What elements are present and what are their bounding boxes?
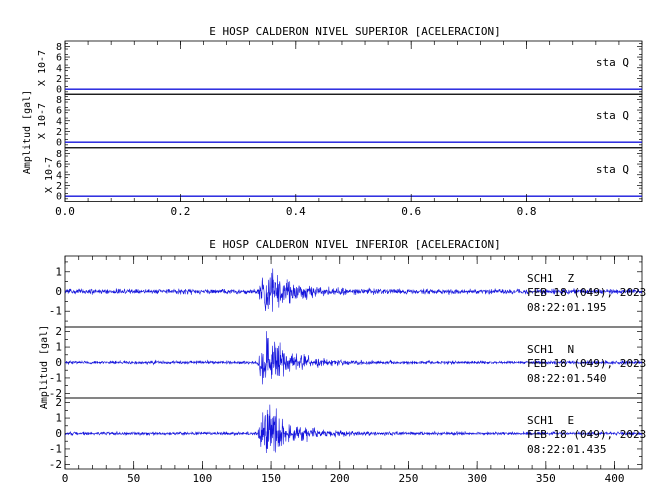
upper-x-tick-label: 0.2 (170, 205, 190, 218)
station-code: SCH1 (527, 272, 554, 285)
y-tick-label: -1 (49, 442, 62, 455)
scale-factor-label: X 10-7 (37, 50, 48, 86)
y-tick-label: -1 (49, 371, 62, 384)
y-tick-label: 0 (55, 285, 62, 298)
y-tick-label: 2 (56, 74, 62, 85)
y-tick-label: 0 (55, 356, 62, 369)
y-tick-label: 6 (56, 53, 62, 64)
y-tick-label: 0 (56, 85, 62, 96)
y-tick-label: 2 (55, 396, 62, 409)
lower-x-axis: 0 50 100 150 200 250 300 350 400 (62, 256, 643, 485)
y-tick-label: 0 (55, 427, 62, 440)
panel-frame (64, 40, 643, 95)
y-tick-label: 4 (56, 116, 62, 127)
scale-factor-label: X 10-7 (37, 103, 48, 139)
y-tick-label: 0 (56, 138, 62, 149)
y-tick-label: 4 (56, 170, 62, 181)
channel-date: FEB 18 (049), 2023 (527, 357, 646, 370)
channel-station-component: SCH1 E (527, 414, 574, 427)
y-tick-label: -2 (49, 387, 62, 400)
y-tick-label: 6 (56, 106, 62, 117)
lower-x-tick-label: 400 (605, 472, 625, 485)
y-tick-label: 4 (56, 63, 62, 74)
channel-date: FEB 18 (049), 2023 (527, 428, 646, 441)
y-tick-label: 2 (56, 127, 62, 138)
lower-x-tick-label: 200 (330, 472, 350, 485)
waveform-trace (64, 268, 643, 312)
upper-x-axis: 0.0 0.2 0.4 0.6 0.8 (55, 41, 643, 218)
upper-panel-title: E HOSP CALDERON NIVEL SUPERIOR [ACELERAC… (209, 25, 500, 38)
component-code: Z (568, 272, 575, 285)
channel-time: 08:22:01.540 (527, 372, 606, 385)
station-code: SCH1 (527, 343, 554, 356)
y-tick-label: -2 (49, 458, 62, 471)
component-code: N (568, 343, 575, 356)
lower-x-tick-label: 150 (261, 472, 281, 485)
y-tick-label: 2 (55, 325, 62, 338)
panel-frame (64, 147, 643, 202)
y-tick-label: 8 (56, 149, 62, 160)
channel-time: 08:22:01.195 (527, 301, 606, 314)
lower-y-axis-label: Amplitud [gal] (39, 325, 50, 409)
upper-y-axis-label: Amplitud [gal] (22, 90, 33, 174)
channel-station-component: SCH1 N (527, 343, 574, 356)
upper-x-tick-label: 0.4 (286, 205, 306, 218)
station-code: SCH1 (527, 414, 554, 427)
panel-frame (64, 93, 643, 148)
y-tick-label: 1 (55, 412, 62, 425)
lower-panel-title: E HOSP CALDERON NIVEL INFERIOR [ACELERAC… (209, 238, 500, 251)
y-tick-label: 1 (55, 341, 62, 354)
upper-x-tick-label: 0.8 (517, 205, 537, 218)
lower-x-tick-label: 350 (536, 472, 556, 485)
component-code: E (568, 414, 575, 427)
lower-x-tick-label: 50 (127, 472, 140, 485)
y-tick-label: 8 (56, 42, 62, 53)
y-tick-label: 0 (56, 192, 62, 203)
channel-label: sta Q (596, 109, 629, 122)
channel-label: sta Q (596, 56, 629, 69)
upper-x-tick-label: 0.0 (55, 205, 75, 218)
y-tick-label: -1 (49, 305, 62, 318)
y-tick-label: 2 (56, 181, 62, 192)
lower-x-tick-label: 0 (62, 472, 69, 485)
channel-label: sta Q (596, 163, 629, 176)
lower-level-panel-group: E HOSP CALDERON NIVEL INFERIOR [ACELERAC… (39, 238, 646, 485)
y-tick-label: 8 (56, 95, 62, 106)
y-tick-label: 1 (55, 265, 62, 278)
lower-x-tick-label: 250 (399, 472, 419, 485)
lower-x-tick-label: 300 (467, 472, 487, 485)
scale-factor-label: X 10-7 (44, 157, 55, 193)
waveform-trace (64, 331, 643, 385)
y-tick-label: 6 (56, 160, 62, 171)
upper-level-panel-group: E HOSP CALDERON NIVEL SUPERIOR [ACELERAC… (22, 25, 643, 218)
channel-time: 08:22:01.435 (527, 443, 606, 456)
waveform-trace (64, 404, 643, 454)
lower-x-tick-label: 100 (192, 472, 212, 485)
channel-date: FEB 18 (049), 2023 (527, 286, 646, 299)
upper-x-tick-label: 0.6 (401, 205, 421, 218)
channel-station-component: SCH1 Z (527, 272, 575, 285)
